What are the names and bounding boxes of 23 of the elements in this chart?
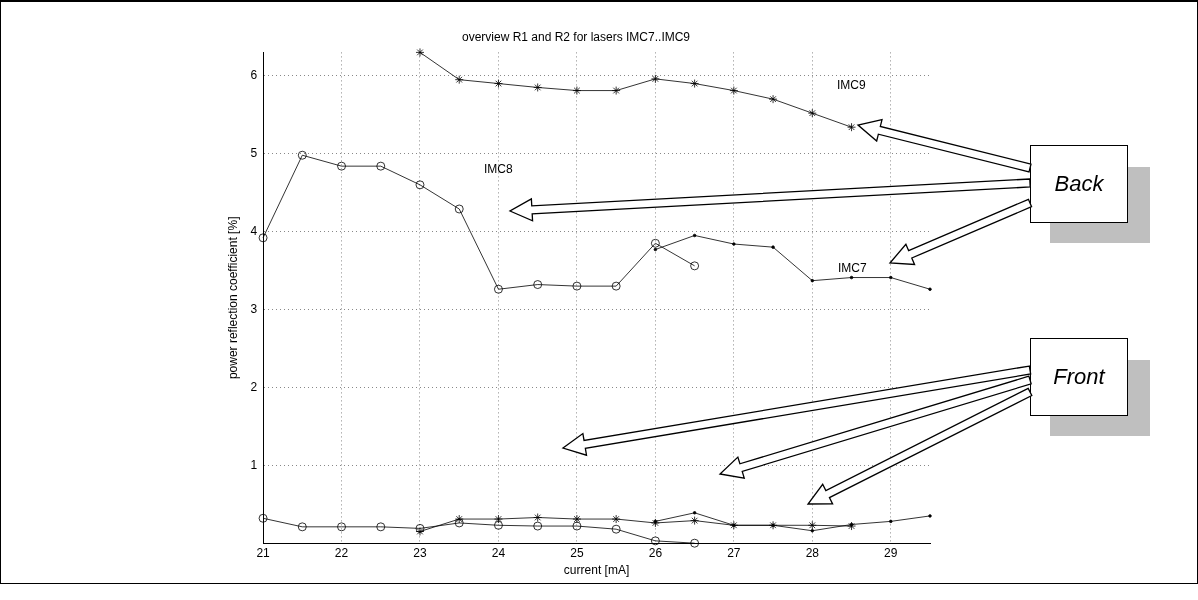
x-tick-label: 28	[805, 545, 820, 560]
y-tick-label: 3	[250, 301, 258, 316]
x-tick-label: 29	[884, 545, 898, 560]
y-tick-label: 2	[250, 379, 258, 394]
x-axis-title: current [mA]	[563, 563, 630, 578]
y-tick-label: 4	[250, 223, 258, 238]
y-tick-label: 6	[250, 68, 258, 83]
y-tick-label: 1	[250, 457, 258, 472]
chart-title: overview R1 and R2 for lasers IMC7..IMC9	[461, 29, 691, 44]
text: Back	[1030, 145, 1128, 223]
x-tick-label: 27	[727, 545, 741, 560]
annotation: IMC9	[837, 78, 866, 92]
x-tick-label: 21	[256, 545, 271, 560]
annotation: IMC8	[484, 162, 513, 176]
annotation: IMC7	[838, 261, 867, 275]
x-tick-label: 24	[491, 545, 506, 560]
x-tick-label: 25	[570, 545, 584, 560]
x-tick-label: 23	[413, 545, 427, 560]
x-tick-label: 22	[334, 545, 349, 560]
y-tick-label: 5	[250, 145, 258, 160]
y-axis-title: power reflection coefficient [%]	[225, 216, 240, 380]
x-tick-label: 26	[648, 545, 663, 560]
text: Front	[1030, 338, 1128, 416]
